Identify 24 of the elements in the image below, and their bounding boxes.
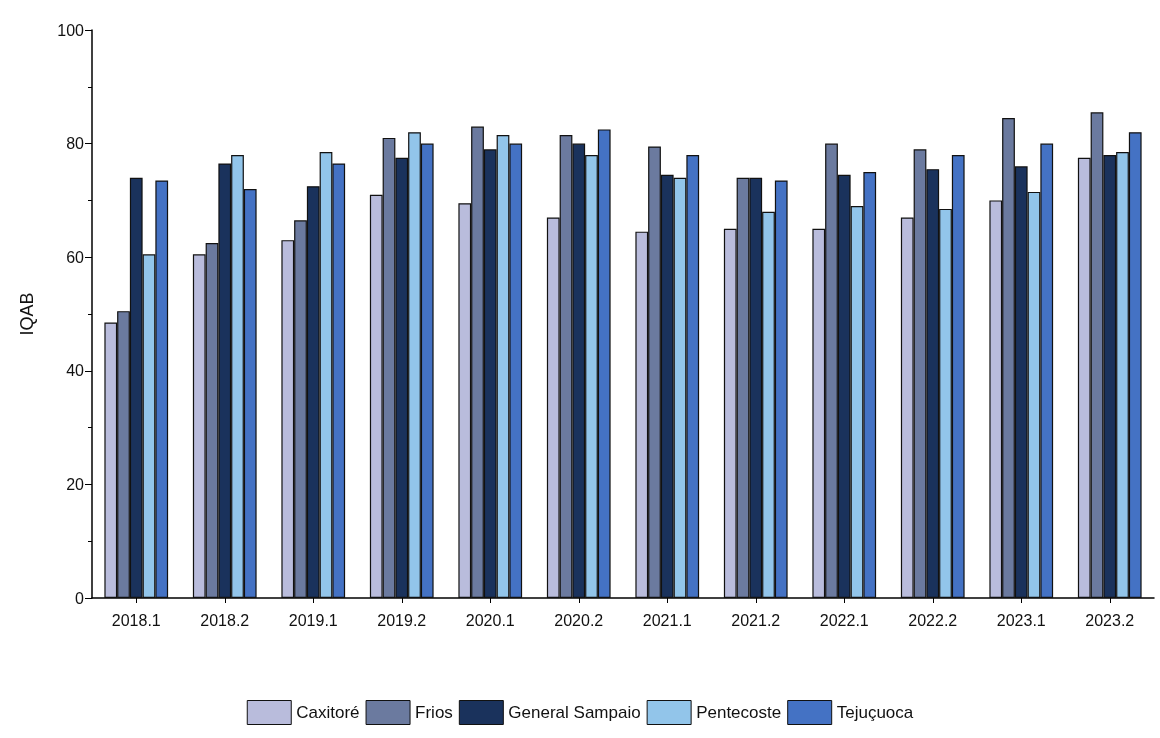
x-tick-label: 2020.1 xyxy=(465,611,515,629)
x-tick-label: 2021.2 xyxy=(731,611,781,629)
x-tick-label: 2023.1 xyxy=(996,611,1046,629)
y-tick-label: 20 xyxy=(66,475,85,493)
x-tick-label: 2023.2 xyxy=(1085,611,1135,629)
y-tick-label: 40 xyxy=(66,362,85,380)
y-tick-label: 60 xyxy=(66,248,85,266)
legend-label: Pentecoste xyxy=(696,703,782,722)
x-tick-label: 2018.2 xyxy=(200,611,250,629)
legend-label: Caxitoré xyxy=(296,703,360,722)
x-tick-label: 2021.1 xyxy=(642,611,692,629)
y-tick-label: 0 xyxy=(75,589,85,607)
x-tick-label: 2022.1 xyxy=(819,611,869,629)
x-tick-label: 2019.2 xyxy=(377,611,427,629)
legend-label: General Sampaio xyxy=(508,703,641,722)
legend-label: Tejuçuoca xyxy=(836,703,914,722)
x-tick-label: 2022.2 xyxy=(908,611,958,629)
y-tick-label: 100 xyxy=(57,21,85,39)
x-tick-label: 2018.1 xyxy=(111,611,161,629)
legend-label: Frios xyxy=(415,703,453,722)
x-tick-label: 2020.2 xyxy=(554,611,604,629)
y-tick-label: 80 xyxy=(66,135,85,153)
y-axis-title: IQAB xyxy=(17,292,37,336)
x-tick-label: 2019.1 xyxy=(288,611,338,629)
